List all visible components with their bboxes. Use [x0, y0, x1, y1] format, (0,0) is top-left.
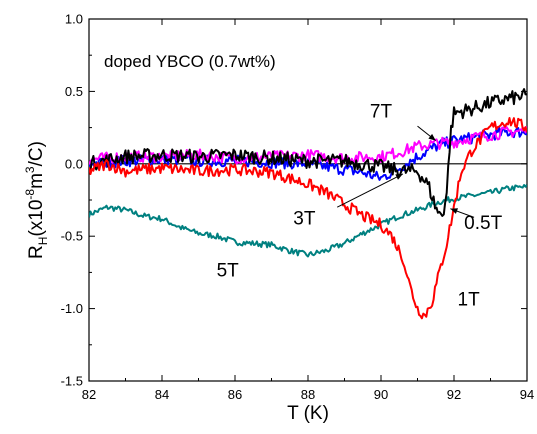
- x-tick-label: 90: [374, 387, 388, 402]
- y-axis-label: RH(x10-8m3/C): [23, 141, 50, 259]
- y-label-sup2: 3: [23, 166, 37, 173]
- series-label: 3T: [293, 209, 316, 230]
- x-tick-label: 92: [447, 387, 461, 402]
- y-label-mid: m: [26, 173, 47, 189]
- y-label-post: /C): [26, 141, 47, 166]
- y-tick-label: -1.0: [61, 301, 83, 316]
- series-lines: [89, 88, 527, 320]
- annotation-arrows: [336, 125, 475, 218]
- series-line-7T: [89, 126, 527, 165]
- x-tick-label: 84: [155, 387, 169, 402]
- series-line-0-5T: [89, 88, 527, 217]
- y-label-sup1: -8: [23, 189, 37, 200]
- y-tick-label: 0.0: [65, 156, 83, 171]
- annotation-arrow-head: [450, 208, 458, 214]
- y-tick-label: -0.5: [61, 229, 83, 244]
- annotation-arrow-head: [395, 173, 403, 180]
- plot-frame: [88, 18, 528, 382]
- axis-ticks: [88, 18, 528, 382]
- y-tick-label: -1.5: [61, 374, 83, 389]
- series-label: 0.5T: [464, 213, 502, 234]
- annotation-arrow-head: [428, 133, 436, 141]
- y-label-sub: H: [36, 237, 50, 246]
- series-line-1T: [89, 117, 527, 320]
- x-axis-label: T (K): [287, 403, 329, 424]
- y-label-pre: (x10: [26, 200, 47, 237]
- tick-labels: 82 84 86 88 90 92 94 -1.5 -1.0 -0.5 0.0 0.5 1.0: [61, 12, 535, 403]
- series-label: 1T: [458, 290, 481, 311]
- annotation-arrow-line: [336, 173, 404, 208]
- series-label: 7T: [370, 101, 393, 122]
- y-tick-label: 0.5: [65, 84, 83, 99]
- x-tick-label: 86: [228, 387, 242, 402]
- chart-title: doped YBCO (0.7wt%): [104, 52, 276, 71]
- y-label-base: R: [26, 245, 47, 259]
- y-tick-label: 1.0: [65, 12, 83, 27]
- x-tick-label: 82: [82, 387, 96, 402]
- series-annotations: 7T 3T 0.5T 5T 1T: [217, 101, 503, 310]
- x-tick-label: 88: [301, 387, 315, 402]
- series-label: 5T: [217, 261, 240, 282]
- x-tick-label: 94: [520, 387, 534, 402]
